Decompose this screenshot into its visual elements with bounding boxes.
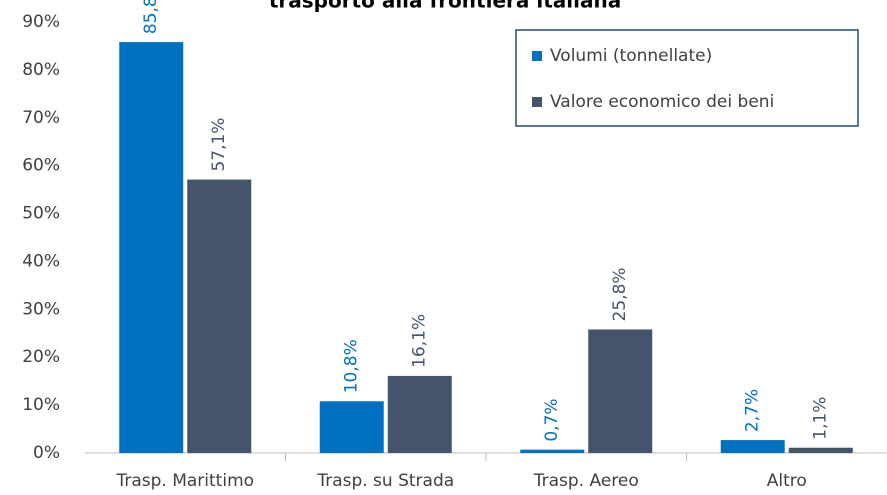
bar (788, 447, 853, 453)
data-label: 57,1% (209, 118, 229, 172)
bar (387, 375, 452, 453)
data-label: 10,8% (342, 339, 362, 393)
legend-swatch (532, 97, 542, 107)
y-tick-label: 30% (22, 299, 60, 319)
legend-box (515, 29, 859, 127)
y-tick-label: 70% (22, 108, 60, 128)
legend-swatch (532, 51, 542, 61)
y-tick-label: 90% (22, 12, 60, 32)
x-tick-label: Trasp. su Strada (316, 471, 454, 491)
data-label: 16,1% (410, 314, 430, 368)
data-label: 0,7% (542, 398, 562, 441)
x-tick-label: Trasp. Aereo (533, 471, 639, 491)
bar (520, 449, 585, 453)
x-tick-label: Trasp. Marittimo (115, 471, 254, 491)
data-label: 85,8% (141, 0, 161, 34)
bar (720, 440, 785, 453)
legend-label: Volumi (tonnellate) (550, 46, 712, 66)
bar (588, 329, 653, 453)
y-tick-label: 20% (22, 347, 60, 367)
legend-label: Valore economico dei beni (550, 92, 774, 112)
y-tick-label: 50% (22, 204, 60, 224)
bar (119, 42, 184, 453)
bar (319, 401, 384, 453)
chart-title: trasporto alla frontiera italiana (269, 0, 621, 13)
bar (187, 179, 252, 453)
y-tick-label: 10% (22, 395, 60, 415)
y-tick-label: 0% (33, 443, 60, 463)
data-label: 2,7% (743, 389, 763, 432)
data-label: 25,8% (610, 267, 630, 321)
y-tick-label: 40% (22, 251, 60, 271)
data-label: 1,1% (811, 397, 831, 440)
y-tick-label: 80% (22, 60, 60, 80)
x-tick-label: Altro (767, 471, 807, 491)
y-tick-label: 60% (22, 156, 60, 176)
